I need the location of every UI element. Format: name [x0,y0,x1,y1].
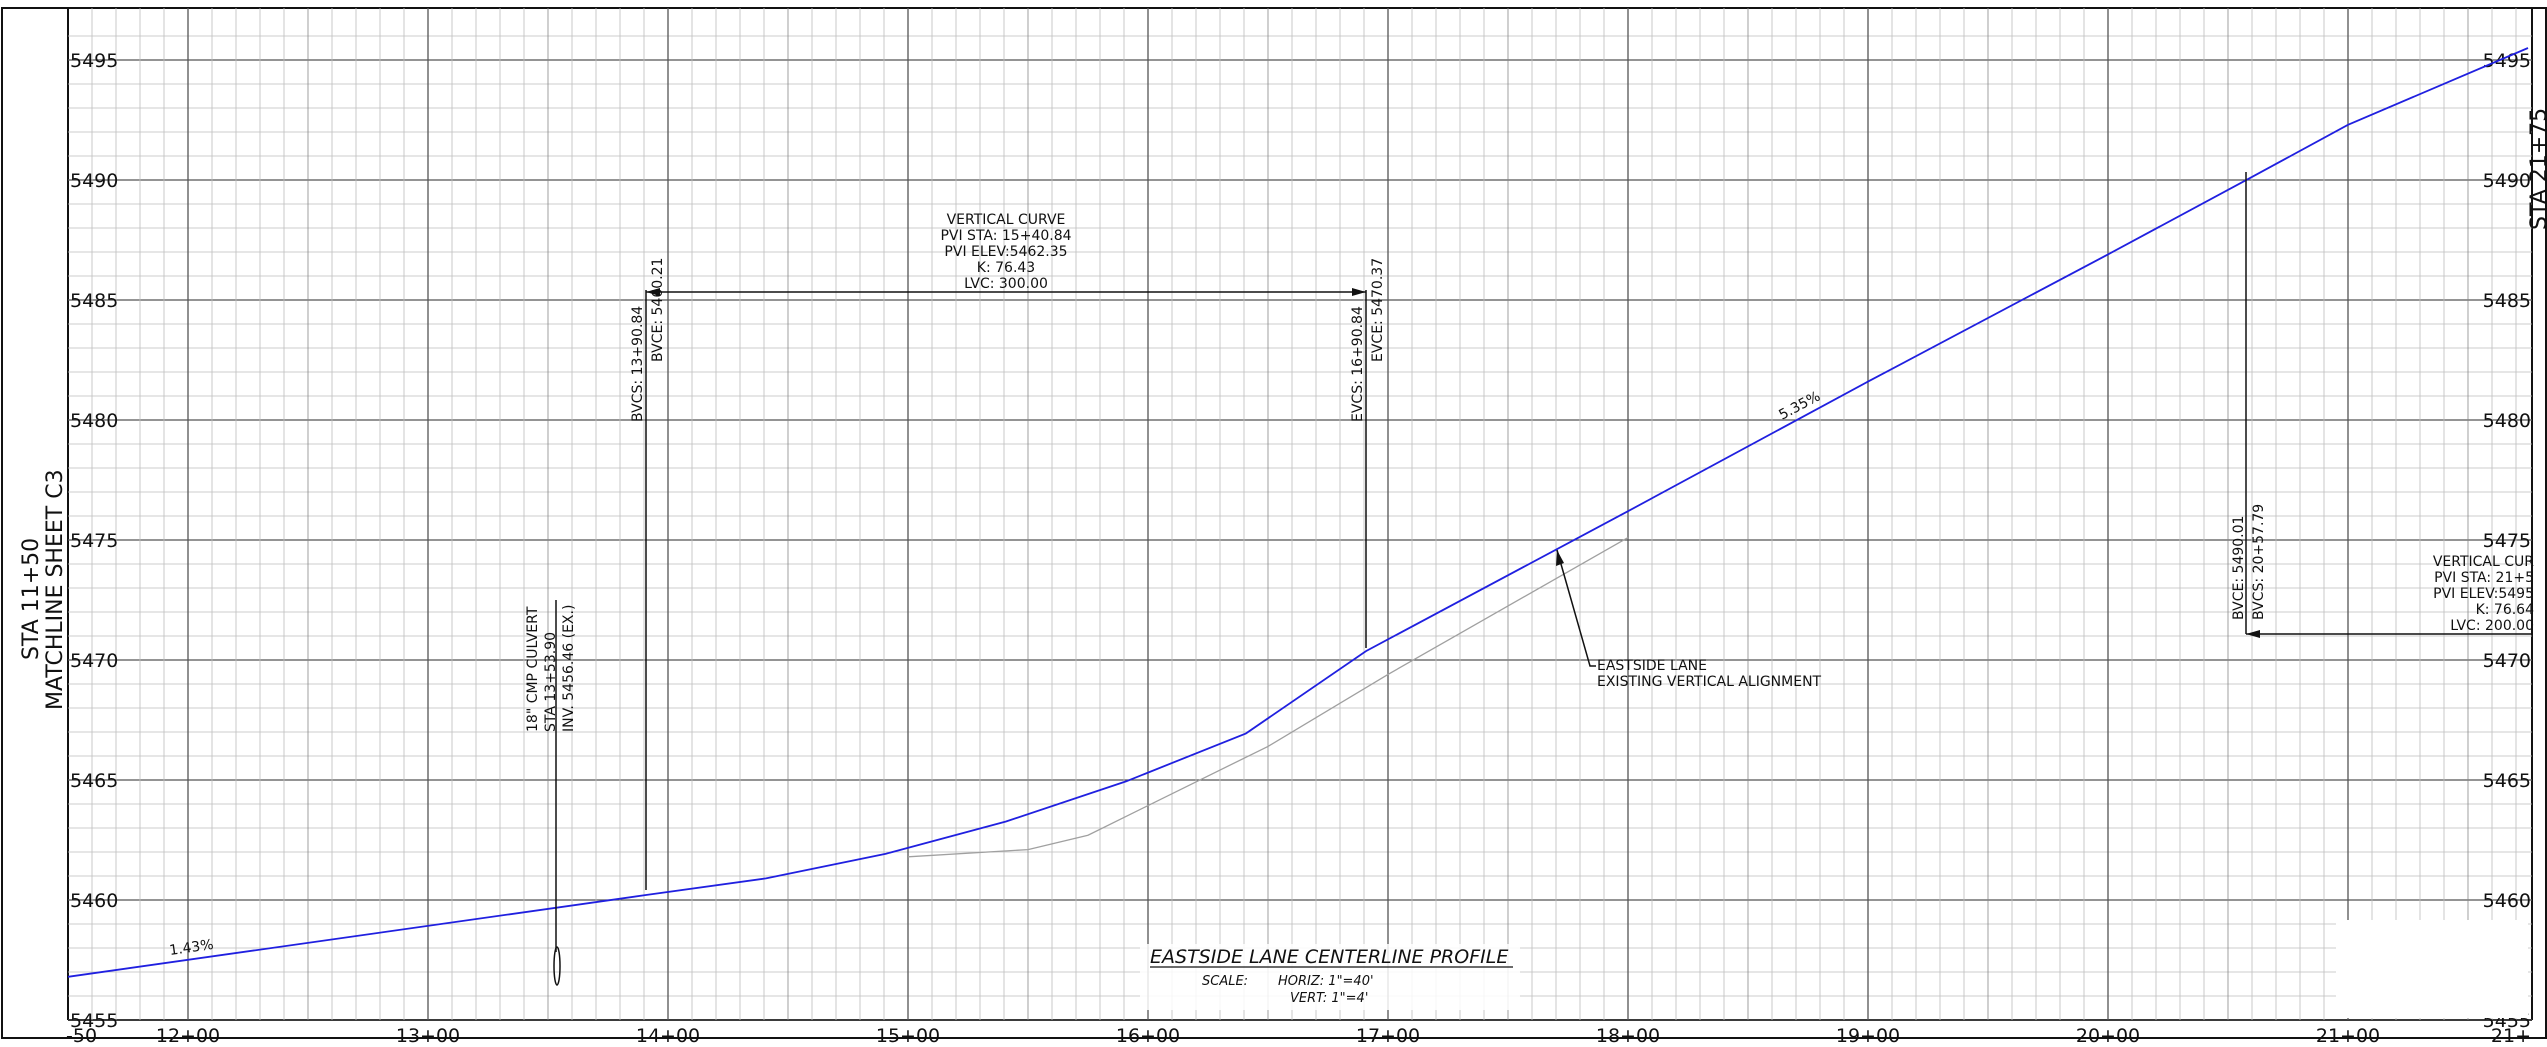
elevation-label-right: 5495 [2483,50,2531,72]
existing-profile-line [907,537,1629,858]
svg-text:VERTICAL CURVE: VERTICAL CURVE [947,212,1066,228]
elevation-label-left: 5470 [70,650,118,672]
station-label: 18+00 [1596,1025,1660,1047]
profile-grid [68,8,2532,1021]
elevation-label-left: 5475 [70,530,118,552]
profile-title-block: EASTSIDE LANE CENTERLINE PROFILE SCALE: … [1140,944,1520,1010]
elevation-label-right: 5465 [2483,770,2531,792]
station-label: 19+00 [1836,1025,1900,1047]
elevation-label-left: 5465 [70,770,118,792]
svg-text:LVC: 200.00: LVC: 200.00 [2450,618,2534,634]
elevation-labels: 5495 5495 5490 5490 5485 5485 5480 5480 5475 5475… [70,50,2531,1032]
station-labels: -50 12+00 13+00 14+00 15+00 16+00 17+00 18+00 19… [66,1025,2531,1047]
svg-text:SCALE:: SCALE: [1202,974,1248,989]
matchline-sta-left: STA 11+50 [19,538,44,660]
svg-text:INV. 5456.46 (EX.): INV. 5456.46 (EX.) [561,605,577,732]
svg-text:HORIZ: 1"=40': HORIZ: 1"=40' [1278,974,1374,989]
elevation-label-right: 5470 [2483,650,2531,672]
svg-text:EXISTING VERTICAL ALIGNMENT: EXISTING VERTICAL ALIGNMENT [1597,674,1822,690]
elevation-label-right: 5460 [2483,890,2531,912]
svg-text:PVI STA: 15+40.84: PVI STA: 15+40.84 [940,228,1071,244]
elevation-label-right: 5485 [2483,290,2531,312]
elevation-label-left: 5460 [70,890,118,912]
station-label: 13+00 [396,1025,460,1047]
matchline-sta-right: STA 21+75 [2527,108,2547,230]
sheet-border [1,7,2547,1039]
station-label: 21+ [2491,1025,2531,1047]
station-label: 15+00 [876,1025,940,1047]
svg-text:BVCE: 5460.21: BVCE: 5460.21 [650,258,666,362]
svg-text:EASTSIDE LANE: EASTSIDE LANE [1597,658,1707,674]
culvert-callout: 18" CMP CULVERT STA 13+53.90 INV. 5456.4… [525,600,577,986]
svg-text:STA 13+53.90: STA 13+53.90 [543,632,559,732]
elevation-label-left: 5495 [70,50,118,72]
svg-text:VERTICAL CUR: VERTICAL CUR [2433,554,2534,570]
svg-text:BVCS: 13+90.84: BVCS: 13+90.84 [630,306,646,422]
elevation-label-left: 5455 [70,1010,118,1032]
elevation-label-left: 5485 [70,290,118,312]
svg-text:18" CMP CULVERT: 18" CMP CULVERT [525,606,541,732]
svg-text:K: 76.64: K: 76.64 [2476,602,2535,618]
svg-text:VERT: 1"=4': VERT: 1"=4' [1290,991,1368,1006]
station-label: 20+00 [2076,1025,2140,1047]
vertical-curve-1-callout: VERTICAL CURVE PVI STA: 15+40.84 PVI ELE… [630,212,1386,890]
existing-alignment-callout: EASTSIDE LANE EXISTING VERTICAL ALIGNMEN… [1556,549,1822,690]
svg-text:BVCE: 5490.01: BVCE: 5490.01 [2231,516,2247,620]
svg-text:K: 76.43: K: 76.43 [977,260,1035,276]
elevation-label-right: 5475 [2483,530,2531,552]
elevation-label-right: 5480 [2483,410,2531,432]
svg-text:LVC: 300.00: LVC: 300.00 [964,276,1048,292]
station-label: 21+00 [2316,1025,2380,1047]
proposed-profile-line [67,47,2529,978]
station-label: 14+00 [636,1025,700,1047]
svg-text:PVI STA: 21+5: PVI STA: 21+5 [2434,570,2534,586]
culvert-symbol [553,946,561,986]
station-label: 16+00 [1116,1025,1180,1047]
elevation-label-left: 5490 [70,170,118,192]
station-label: 17+00 [1356,1025,1420,1047]
svg-text:EVCE: 5470.37: EVCE: 5470.37 [1370,258,1386,362]
vertical-curve-2-callout: BVCE: 5490.01 BVCS: 20+57.79 VERTICAL CU… [2231,172,2534,638]
svg-text:PVI ELEV:5495: PVI ELEV:5495 [2433,586,2534,602]
elevation-label-right: 5490 [2483,170,2531,192]
profile-title: EASTSIDE LANE CENTERLINE PROFILE [1150,946,1508,968]
elevation-label-left: 5480 [70,410,118,432]
svg-text:EVCS: 16+90.84: EVCS: 16+90.84 [1350,306,1366,422]
svg-text:BVCS: 20+57.79: BVCS: 20+57.79 [2251,504,2267,620]
station-label: 12+00 [156,1025,220,1047]
erased-region [2336,920,2528,1018]
svg-text:PVI ELEV:5462.35: PVI ELEV:5462.35 [944,244,1067,260]
station-label: -50 [66,1025,97,1047]
profile-lines [67,47,2529,978]
grade-label-left: 1.43% [168,937,214,959]
matchline-sheet-left: MATCHLINE SHEET C3 [43,469,68,710]
